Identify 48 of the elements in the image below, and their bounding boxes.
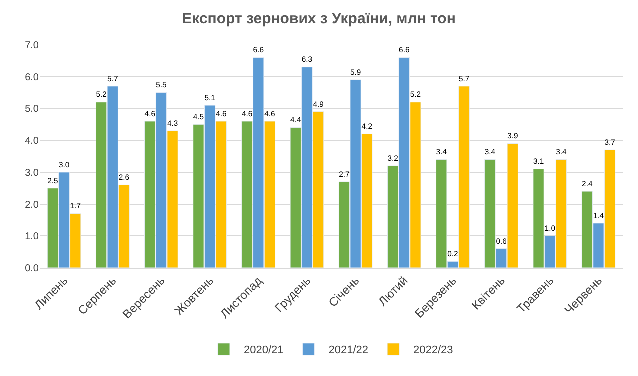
data-label: 3.9 — [508, 132, 518, 141]
data-label: 4.9 — [313, 100, 324, 109]
data-label: 4.4 — [290, 116, 302, 125]
legend-label: 2020/21 — [244, 344, 284, 357]
data-label: 6.3 — [302, 55, 313, 64]
data-label: 3.4 — [436, 148, 448, 157]
data-label: 4.6 — [216, 109, 227, 118]
data-label: 3.0 — [58, 160, 70, 170]
data-label: 0.2 — [448, 250, 458, 259]
legend-label: 2021/22 — [328, 344, 369, 357]
y-tick-label: 4.0 — [25, 136, 40, 148]
data-label: 4.6 — [144, 109, 156, 118]
data-label: 6.6 — [399, 46, 410, 55]
data-label: 4.6 — [242, 109, 253, 118]
y-tick-label: 1.0 — [25, 232, 40, 243]
data-label: 1.4 — [593, 211, 605, 220]
data-label: 3.4 — [484, 148, 496, 157]
data-label: 5.5 — [156, 80, 167, 90]
data-label: 4.6 — [264, 109, 276, 118]
data-label: 5.1 — [204, 93, 216, 102]
y-tick-label: 0.0 — [25, 264, 40, 274]
data-label: 5.7 — [108, 74, 118, 84]
data-label: 1.7 — [70, 202, 81, 211]
data-label: 1.0 — [544, 224, 556, 234]
legend-label: 2022/23 — [414, 344, 454, 357]
y-tick-label: 7.0 — [25, 40, 40, 52]
data-label: 4.5 — [193, 112, 204, 122]
data-label: 2.4 — [582, 179, 594, 188]
data-label: 3.4 — [556, 148, 568, 157]
data-label: 5.2 — [410, 90, 422, 100]
data-label: 4.3 — [167, 118, 178, 128]
data-label: 2.7 — [339, 170, 350, 179]
chart-title: Експорт зернових з України, млн тон — [182, 10, 456, 28]
y-tick-label: 6.0 — [25, 72, 40, 84]
data-label: 5.9 — [350, 68, 362, 77]
data-label: 0.6 — [496, 236, 507, 246]
data-label: 3.7 — [604, 138, 616, 148]
data-label: 4.2 — [362, 122, 372, 132]
data-label: 5.7 — [458, 74, 470, 84]
y-tick-label: 2.0 — [25, 200, 40, 211]
y-tick-label: 5.0 — [25, 104, 40, 116]
data-label: 6.6 — [253, 46, 264, 55]
y-tick-label: 3.0 — [25, 168, 40, 179]
data-label: 3.1 — [533, 157, 544, 166]
data-label: 2.6 — [118, 173, 130, 182]
data-label: 2.5 — [48, 176, 58, 186]
data-label: 3.2 — [388, 154, 398, 163]
data-label: 5.2 — [96, 90, 107, 100]
